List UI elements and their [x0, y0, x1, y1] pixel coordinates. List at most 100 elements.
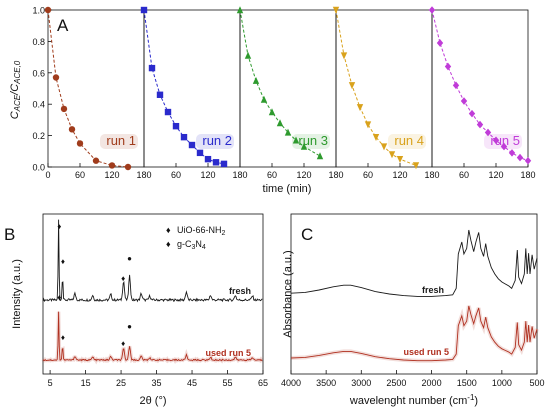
- panel-a-x-axis-label: time (min): [263, 183, 312, 195]
- data-point: [484, 128, 492, 137]
- legend-symbol: ♦: [166, 225, 171, 235]
- data-point: [60, 105, 68, 113]
- run-label-halo: [292, 134, 330, 149]
- y-label-slash-c: /C: [9, 84, 21, 96]
- panel-c: C Absorbance (a.u.) wavelenght number (c…: [281, 213, 545, 407]
- xrd-pattern: [42, 311, 263, 362]
- legend-text-part: 2: [222, 230, 226, 237]
- data-point: [276, 119, 284, 127]
- data-point: [268, 108, 276, 116]
- data-point: [316, 152, 324, 160]
- y-tick-label: 0.2: [32, 131, 45, 141]
- x-tick-label: 35: [152, 378, 162, 388]
- x-label-main: wavelenght number (cm: [349, 395, 467, 407]
- run-label: run 4: [394, 133, 424, 148]
- data-point: [108, 162, 116, 169]
- panel-a-y-axis-label: CACE/CACE,0: [9, 60, 22, 119]
- x-tick-label: 2500: [386, 378, 406, 388]
- data-point: [124, 163, 132, 171]
- data-point: [444, 62, 452, 71]
- ir-spectrum: [290, 305, 538, 362]
- data-point: [260, 95, 268, 103]
- data-point: [140, 6, 148, 14]
- x-tick-label: 120: [488, 170, 503, 180]
- run-fit-line: [335, 9, 417, 166]
- y-label-c: C: [9, 111, 21, 119]
- x-label-end: ): [474, 395, 478, 407]
- data-point: [388, 151, 396, 159]
- data-point: [244, 51, 252, 59]
- data-point: [204, 155, 212, 163]
- x-tick-label: 45: [187, 378, 197, 388]
- x-tick-label: 500: [529, 378, 544, 388]
- data-point: [196, 149, 204, 157]
- x-tick-label: 55: [223, 378, 233, 388]
- data-point: [348, 82, 356, 90]
- panel-b: B Intensity (a.u.) 2θ (°) 5 15 25 35 45 55 65 f…: [4, 213, 268, 407]
- x-tick-label: 1000: [492, 378, 512, 388]
- legend-symbol: ♦: [166, 239, 171, 249]
- x-tick-label: 25: [116, 378, 126, 388]
- peak-marker: ●: [127, 322, 132, 331]
- data-point: [156, 91, 164, 98]
- legend-text-part: N: [195, 239, 202, 249]
- run-label: run 1: [106, 133, 136, 148]
- data-point: [92, 157, 100, 164]
- x-tick-label: 180: [328, 170, 343, 180]
- xrd-pattern: [42, 219, 263, 303]
- data-point: [436, 39, 444, 47]
- legend-text-part: 3: [192, 244, 196, 251]
- data-point: [164, 108, 172, 116]
- x-tick-label: 0: [45, 170, 50, 180]
- x-tick-label: 60: [75, 170, 85, 180]
- legend-text-part: UiO-66-NH: [177, 225, 222, 235]
- data-point: [332, 6, 340, 14]
- x-tick-label: 60: [459, 170, 469, 180]
- data-point: [292, 136, 300, 144]
- data-point: [180, 133, 188, 141]
- data-point: [148, 64, 156, 72]
- x-tick-label: 60: [363, 170, 373, 180]
- y-tick-label: 0.8: [32, 37, 45, 47]
- panel-a: A CACE/CACE,0 time (min) 0.0 0.2 0.4 0.6 0.8…: [9, 6, 536, 196]
- legend-text-part: g-C: [177, 239, 192, 249]
- run-label-halo: [100, 134, 138, 149]
- x-tick-label: 1500: [457, 378, 477, 388]
- peak-marker: ●: [127, 254, 132, 263]
- x-tick-label: 120: [392, 170, 407, 180]
- ir-spectrum: [290, 229, 538, 297]
- data-point: [68, 126, 76, 133]
- x-tick-label: 5: [48, 378, 53, 388]
- data-point: [300, 142, 308, 150]
- data-point: [468, 109, 476, 118]
- data-point: [52, 74, 60, 81]
- y-label-sub-ace: ACE: [13, 94, 22, 112]
- data-point: [508, 149, 516, 157]
- run-label: run 2: [202, 133, 232, 148]
- panel-b-y-axis-label: Intensity (a.u.): [11, 259, 23, 329]
- panel-b-label: B: [4, 225, 15, 244]
- legend-text-part: 4: [202, 244, 206, 251]
- x-label-sup: -1: [467, 393, 475, 402]
- data-point: [284, 128, 292, 136]
- data-point: [236, 6, 244, 14]
- series-label: used run 5: [205, 348, 251, 358]
- data-point: [476, 120, 484, 129]
- data-point: [524, 156, 532, 165]
- panel-a-label: A: [57, 16, 69, 35]
- legend-entry: g-C3N4: [177, 239, 206, 251]
- data-point: [364, 121, 372, 129]
- panel-b-frame: [42, 213, 264, 375]
- x-tick-label: 60: [171, 170, 181, 180]
- data-point: [500, 142, 508, 151]
- x-tick-label: 60: [267, 170, 277, 180]
- series-label: fresh: [229, 286, 251, 296]
- data-point: [172, 122, 180, 130]
- x-tick-label: 180: [136, 170, 151, 180]
- y-tick-label: 0.4: [32, 100, 45, 110]
- panel-c-frame: [290, 213, 538, 375]
- x-tick-label: 65: [258, 378, 268, 388]
- run-segment-frame: [431, 9, 529, 168]
- data-point: [76, 140, 84, 147]
